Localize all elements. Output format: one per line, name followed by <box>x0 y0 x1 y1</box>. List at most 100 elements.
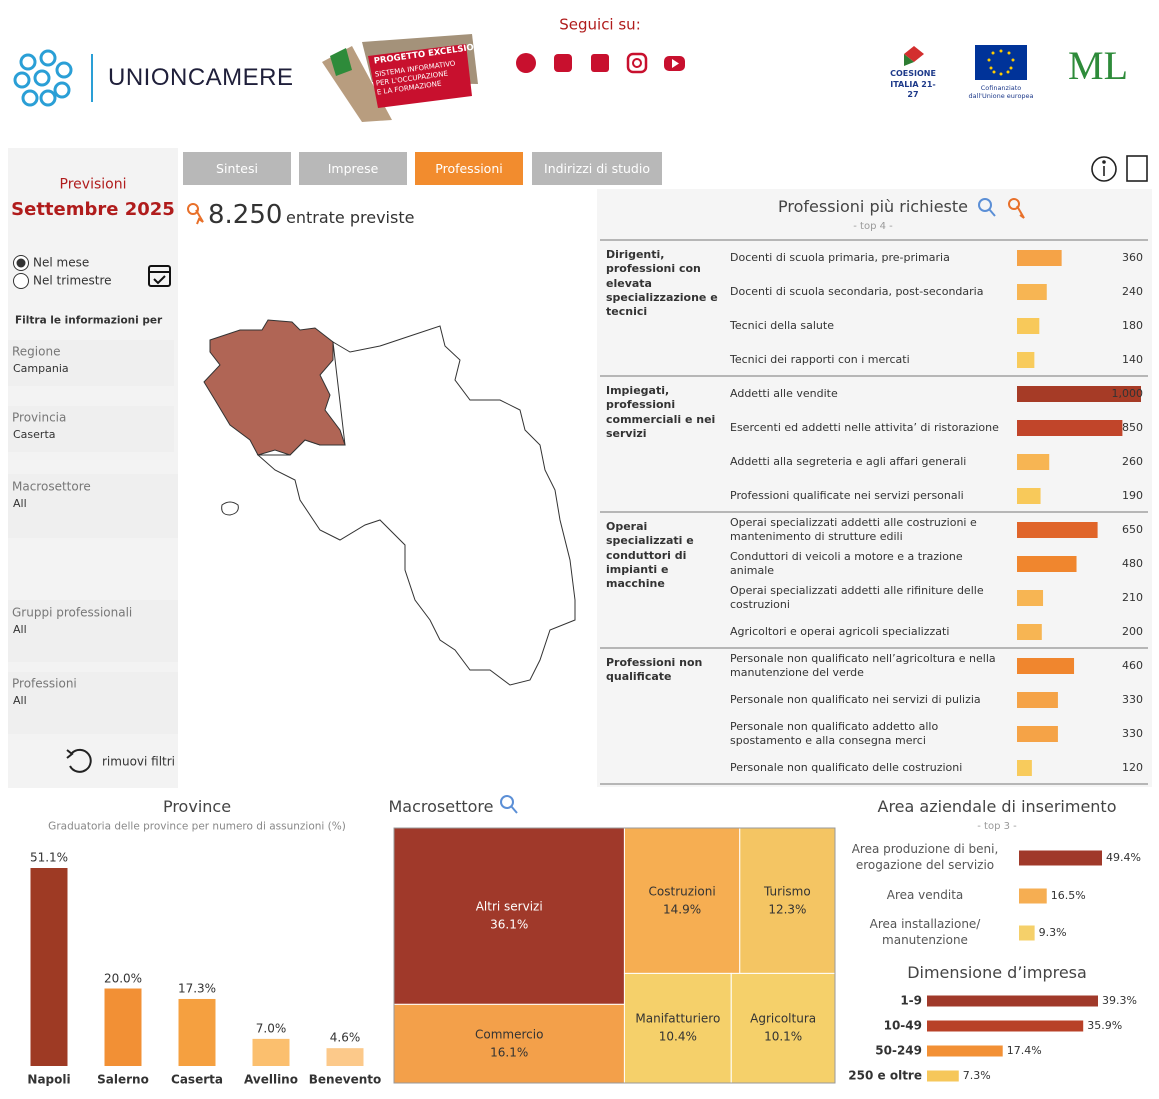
filter-value[interactable]: All <box>13 623 27 637</box>
chart-title: Macrosettore <box>388 797 494 816</box>
cell-label: Costruzioni <box>648 884 716 899</box>
value-label: 49.4% <box>1106 851 1141 865</box>
category-label: 50-249 <box>875 1043 922 1058</box>
kpi-value: 8.250 <box>208 199 283 230</box>
partner-logos <box>904 45 1027 80</box>
category-label: 1-9 <box>900 993 922 1008</box>
radio-label[interactable]: Nel mese <box>33 255 90 270</box>
bar <box>30 868 68 1066</box>
pointer-icon <box>187 203 204 225</box>
radio-button[interactable] <box>13 273 29 289</box>
category-label: Esercenti ed addetti nelle attivita’ di … <box>730 420 999 434</box>
value-label: 9.3% <box>1038 926 1067 940</box>
chart-title: Area aziendale di inserimento <box>877 797 1117 816</box>
search-icons[interactable] <box>500 198 1025 814</box>
tab[interactable] <box>299 152 407 185</box>
cell-value: 36.1% <box>490 917 529 932</box>
filter-label[interactable]: Provincia <box>12 410 67 425</box>
filter-boxes[interactable] <box>8 340 178 734</box>
treemap-cell <box>623 972 732 1084</box>
category-label: Addetti alla segreteria e agli affari ge… <box>730 454 967 468</box>
value-label: 180 <box>1122 319 1143 333</box>
treemap-border <box>393 827 836 1084</box>
calendar-icon[interactable] <box>148 265 171 287</box>
value-label: 7.3% <box>962 1069 991 1083</box>
category-label: Salerno <box>97 1072 149 1087</box>
value-label: 16.5% <box>1050 889 1086 903</box>
radio-label[interactable]: Nel trimestre <box>33 273 112 288</box>
treemap-cell <box>393 1003 625 1084</box>
tab-label[interactable]: Professioni <box>435 161 503 177</box>
value-label: 120 <box>1122 761 1143 775</box>
group-label: Impiegati, professioni commerciali e nei… <box>606 384 716 440</box>
category-label: Professioni qualificate nei servizi pers… <box>730 488 964 502</box>
value-label: 39.3% <box>1102 994 1137 1008</box>
bar <box>927 1020 1084 1032</box>
radio-dot[interactable] <box>16 258 26 268</box>
category-label: Addetti alle vendite <box>730 386 838 400</box>
reset-icon[interactable] <box>66 748 92 773</box>
filter-value[interactable]: All <box>13 694 27 708</box>
filter-label[interactable]: Regione <box>12 344 61 359</box>
value-label: 17.3% <box>177 981 217 996</box>
value-label: 360 <box>1122 251 1143 265</box>
value-label: 4.6% <box>329 1030 361 1045</box>
filter-label[interactable]: Gruppi professionali <box>12 605 133 620</box>
filter-value[interactable]: All <box>13 497 27 511</box>
sidebar-title: Previsioni <box>59 176 127 193</box>
category-label: Docenti di scuola primaria, pre-primaria <box>730 250 950 264</box>
eu-logo-text: Cofinanziato dall'Unione europea <box>968 83 1034 100</box>
filter-label[interactable]: Professioni <box>12 676 77 691</box>
filter-value[interactable]: Caserta <box>13 428 56 442</box>
value-label: 140 <box>1122 353 1143 367</box>
kpi-label: entrate previste <box>286 208 415 227</box>
cell-label: Manifatturiero <box>635 1011 721 1026</box>
value-label: 480 <box>1122 557 1143 571</box>
treemap-cell <box>623 827 741 974</box>
category-label: Tecnici della salute <box>730 318 834 332</box>
category-label: Personale non qualificato nell’agricoltu… <box>730 651 996 679</box>
follow-label: Seguici su: <box>559 15 641 34</box>
bar <box>1017 454 1050 470</box>
chart-subtitle: - top 4 - <box>853 220 893 232</box>
tab[interactable] <box>532 152 662 185</box>
info-icons[interactable] <box>1091 155 1148 182</box>
cell-value: 16.1% <box>490 1045 529 1060</box>
value-label: 850 <box>1122 421 1143 435</box>
reset-filters[interactable]: rimuovi filtri <box>102 754 176 769</box>
category-label: 250 e oltre <box>848 1068 922 1083</box>
value-label: 330 <box>1122 693 1143 707</box>
tab-label[interactable]: Indirizzi di studio <box>544 161 650 177</box>
bar <box>1017 624 1042 640</box>
filter-value[interactable]: Campania <box>13 362 69 376</box>
brand-name: UNIONCAMERE <box>108 64 294 91</box>
value-label: 51.1% <box>29 850 69 865</box>
bar <box>927 995 1098 1007</box>
value-label: 260 <box>1122 455 1143 469</box>
bar <box>104 988 142 1066</box>
category-label: Operai specializzati addetti alle rifini… <box>730 583 984 611</box>
category-label: Operai specializzati addetti alle costru… <box>730 515 977 543</box>
bar <box>178 998 216 1066</box>
bar <box>1017 522 1098 538</box>
bar <box>927 1045 1003 1057</box>
social-icons[interactable] <box>516 52 685 74</box>
treemap-cell <box>730 972 836 1084</box>
category-label: Personale non qualificato addetto allo s… <box>730 719 939 747</box>
tab-label[interactable]: Imprese <box>327 161 379 177</box>
cell-value: 12.3% <box>768 902 807 917</box>
tab[interactable] <box>415 152 523 185</box>
chart-subtitle: Graduatoria delle province per numero di… <box>48 820 346 833</box>
filter-label[interactable]: Macrosettore <box>12 479 91 494</box>
chart-title: Province <box>162 797 232 816</box>
cell-label: Agricoltura <box>750 1011 817 1026</box>
chart-title: Professioni più richieste <box>778 197 968 216</box>
cell-label: Altri servizi <box>475 899 543 914</box>
tab-label[interactable]: Sintesi <box>216 161 258 177</box>
treemap-cell <box>739 827 836 974</box>
tab[interactable] <box>183 152 291 185</box>
value-label: 1,000 <box>1111 387 1144 401</box>
bar <box>326 1048 364 1066</box>
